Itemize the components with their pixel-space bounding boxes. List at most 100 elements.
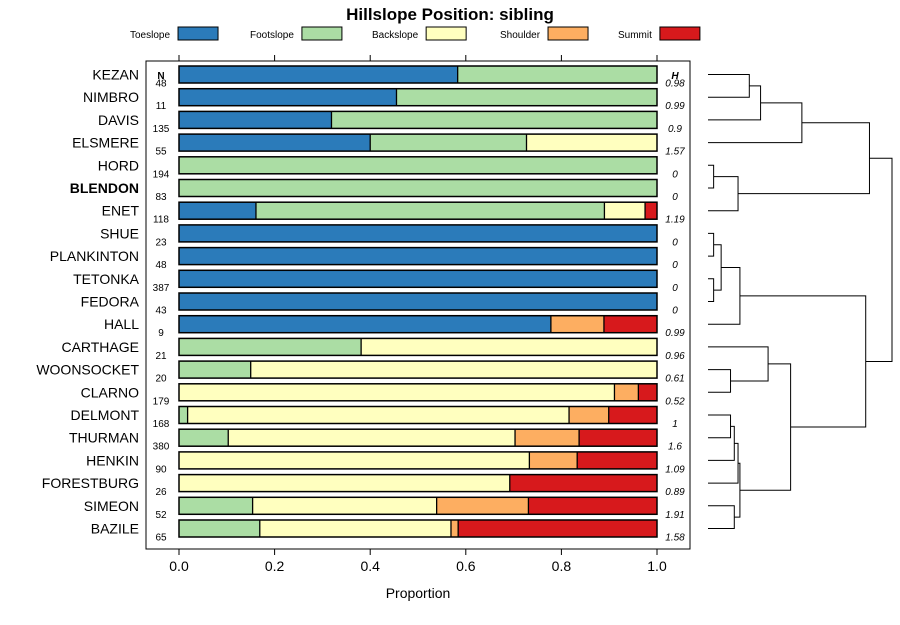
row-h-value: 0: [672, 260, 678, 271]
row-label: DAVIS: [98, 112, 139, 128]
row-label: WOONSOCKET: [36, 362, 139, 378]
x-tick-label: 0.4: [360, 558, 380, 574]
bar-segment-footslope: [179, 361, 251, 379]
row-h-value: 0.9: [668, 124, 682, 135]
bar-outline: [178, 405, 658, 425]
row-n-value: 83: [155, 192, 167, 203]
row-label: THURMAN: [69, 430, 139, 446]
row-label: ENET: [102, 203, 140, 219]
row-hall: HALL 9 0.99: [104, 314, 685, 339]
bar-outline: [178, 87, 658, 107]
legend: Toeslope Footslope Backslope Shoulder Summit: [130, 26, 701, 41]
row-label: CARTHAGE: [61, 339, 139, 355]
bar-segment-footslope: [255, 202, 605, 220]
row-plankinton: PLANKINTON 48 0: [50, 246, 678, 271]
bar-outline: [178, 519, 658, 538]
bar-outline: [178, 473, 658, 493]
row-n-value: 23: [155, 237, 167, 248]
bar-segment-backslope: [228, 429, 516, 447]
row-h-value: 0.99: [665, 101, 685, 112]
dendrogram-branch: [708, 266, 741, 325]
bar-segment-toeslope: [179, 224, 657, 242]
bar-outline: [178, 178, 658, 198]
row-label: SIMEON: [84, 498, 139, 514]
bar-segment-backslope: [361, 338, 657, 356]
row-tetonka: TETONKA 387 0: [73, 269, 678, 294]
n-column-header: N: [157, 71, 164, 82]
plot-frame: [145, 60, 691, 550]
bar-segment-toeslope: [179, 134, 371, 152]
dendrogram-branch: [738, 122, 870, 195]
row-n-value: 48: [155, 79, 167, 90]
bar-segment-toeslope: [179, 202, 256, 220]
bar-segment-shoulder: [450, 520, 459, 537]
legend-swatch: [659, 26, 701, 41]
bar-segment-toeslope: [179, 247, 657, 265]
bar-segment-backslope: [179, 451, 530, 469]
bar-segment-footslope: [179, 520, 260, 537]
legend-item-shoulder: Shoulder: [500, 26, 589, 41]
bar-segment-summit: [579, 429, 657, 447]
row-h-value: 1.58: [665, 533, 685, 544]
dendrogram-branch: [708, 442, 739, 484]
legend-item-footslope: Footslope: [250, 26, 343, 41]
bar-outline: [178, 360, 658, 379]
row-h-value: 0.99: [665, 328, 685, 339]
row-h-value: 1.09: [665, 464, 685, 475]
bar-segment-backslope: [179, 474, 510, 492]
dendrogram-branch: [708, 102, 803, 144]
bar-outline: [178, 292, 658, 311]
row-elsmere: ELSMERE 55 1.57: [72, 133, 685, 158]
row-n-value: 168: [153, 419, 170, 430]
bar-segment-backslope: [526, 134, 657, 152]
x-tick-label: 0.6: [456, 558, 476, 574]
row-n-value: 55: [155, 147, 167, 158]
bar-segment-summit: [608, 406, 657, 424]
legend-item-toeslope: Toeslope: [130, 26, 219, 41]
h-column-header: H: [671, 71, 679, 82]
row-n-value: 43: [155, 306, 167, 317]
row-forestburg: FORESTBURG 26 0.89: [42, 473, 685, 498]
row-label: SHUE: [100, 225, 139, 241]
row-h-value: 0: [672, 306, 678, 317]
row-label: HENKIN: [86, 452, 139, 468]
dendrogram-branch: [708, 346, 769, 382]
bar-segment-toeslope: [179, 315, 551, 333]
row-label: DELMONT: [71, 407, 140, 423]
bar-segment-backslope: [250, 361, 657, 379]
bar-segment-backslope: [187, 406, 570, 424]
bar-segment-footslope: [331, 111, 657, 129]
dendrogram-branch: [708, 369, 732, 393]
row-h-value: 0.52: [665, 396, 685, 407]
legend-label: Shoulder: [500, 30, 541, 41]
row-woonsocket: WOONSOCKET 20 0.61: [36, 360, 685, 385]
row-label: HALL: [104, 316, 139, 332]
row-h-value: 0: [672, 192, 678, 203]
row-h-value: 0: [672, 237, 678, 248]
row-h-value: 0: [672, 169, 678, 180]
bar-segment-summit: [577, 451, 657, 469]
bar-segment-shoulder: [529, 451, 578, 469]
dendrogram-branch: [734, 462, 741, 518]
row-label: HORD: [98, 157, 139, 173]
bar-segment-footslope: [179, 156, 657, 174]
row-label: CLARNO: [81, 384, 139, 400]
row-h-value: 1: [672, 419, 678, 430]
row-blendon: BLENDON 83 0: [70, 178, 678, 203]
row-henkin: HENKIN 90 1.09: [86, 451, 685, 475]
bar-outline: [178, 428, 658, 447]
row-h-value: 1.57: [665, 147, 685, 158]
row-shue: SHUE 23 0: [100, 224, 678, 248]
bar-segment-footslope: [179, 338, 362, 356]
row-h-value: 0.96: [665, 351, 685, 362]
row-n-value: 21: [155, 351, 167, 362]
row-n-value: 11: [156, 101, 167, 112]
bar-segment-summit: [645, 202, 657, 220]
legend-label: Backslope: [372, 30, 419, 41]
row-n-value: 90: [155, 464, 167, 475]
row-h-value: 1.91: [665, 510, 684, 521]
bar-segment-footslope: [370, 134, 527, 152]
row-n-value: 118: [153, 215, 169, 226]
row-n-value: 26: [155, 487, 167, 498]
